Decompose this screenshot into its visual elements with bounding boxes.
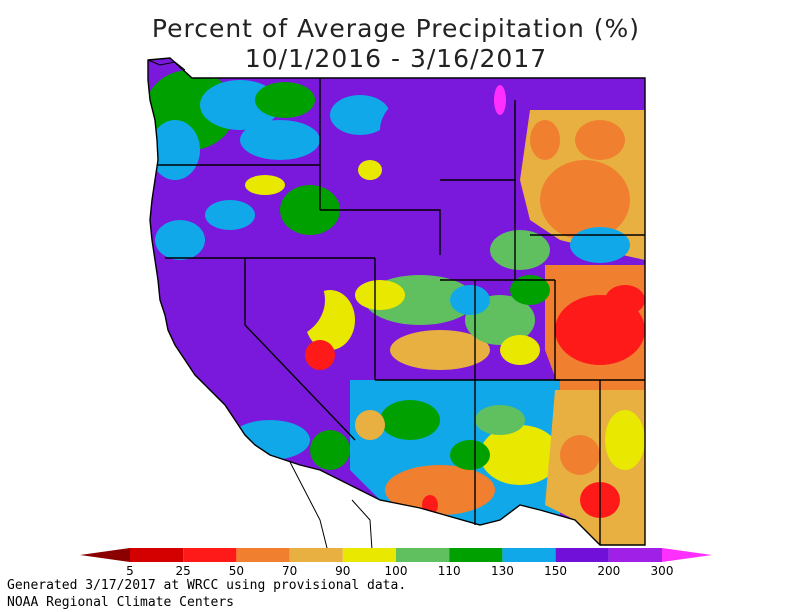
credit-line: NOAA Regional Climate Centers xyxy=(7,595,234,610)
state-borders xyxy=(147,57,646,546)
legend-swatch xyxy=(449,548,503,562)
legend-tick-label: 300 xyxy=(651,564,674,578)
legend-tick-label: 100 xyxy=(385,564,408,578)
legend-swatch xyxy=(502,548,556,562)
map-title: Percent of Average Precipitation (%) xyxy=(151,14,641,43)
precip-field xyxy=(148,58,645,545)
legend-tick-label: 25 xyxy=(176,564,191,578)
map-date-range: 10/1/2016 - 3/16/2017 xyxy=(244,44,548,73)
legend-swatch xyxy=(396,548,450,562)
legend-swatch-high-arrow xyxy=(662,548,712,562)
legend-swatch-low-arrow xyxy=(80,548,130,562)
legend-swatch xyxy=(608,548,662,562)
legend-tick-label: 5 xyxy=(126,564,134,578)
legend-tick-label: 50 xyxy=(229,564,244,578)
legend-tick-label: 110 xyxy=(438,564,461,578)
legend-tick-label: 130 xyxy=(491,564,514,578)
legend-swatch xyxy=(236,548,290,562)
legend-swatch xyxy=(130,548,184,562)
legend-swatch xyxy=(342,548,396,562)
generated-note: Generated 3/17/2017 at WRCC using provis… xyxy=(7,578,407,593)
coastline xyxy=(147,59,373,561)
legend-swatch xyxy=(289,548,343,562)
legend-tick-label: 70 xyxy=(282,564,297,578)
legend-tick-label: 90 xyxy=(335,564,350,578)
legend-swatch xyxy=(183,548,237,562)
legend-tick-label: 150 xyxy=(544,564,567,578)
legend-tick-label: 200 xyxy=(597,564,620,578)
legend-swatch xyxy=(555,548,609,562)
